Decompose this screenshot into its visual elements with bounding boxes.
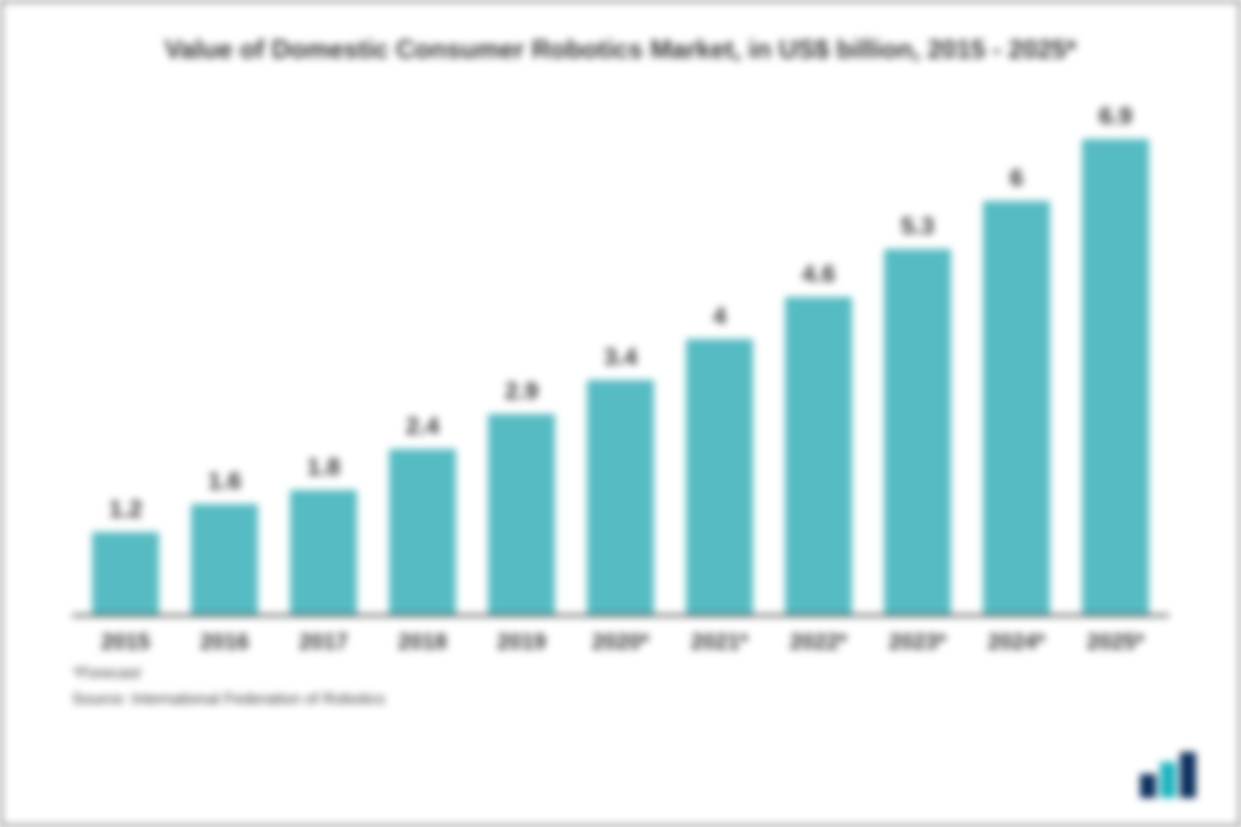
x-axis-label: 2024* — [973, 629, 1060, 655]
bar-group: 3.4 — [577, 97, 664, 614]
bar-group: 1.8 — [280, 97, 367, 614]
chart-container: Value of Domestic Consumer Robotics Mark… — [0, 0, 1241, 827]
bar — [686, 339, 754, 614]
bar-value-label: 1.8 — [307, 454, 340, 482]
bar-group: 6 — [973, 97, 1060, 614]
bar-group: 2.9 — [478, 97, 565, 614]
bar-value-label: 4 — [713, 303, 726, 331]
footnote-text: *Forecast — [72, 665, 1199, 683]
source-text: Source: International Federation of Robo… — [72, 691, 1199, 709]
bar — [1082, 139, 1150, 614]
bar-value-label: 2.9 — [505, 378, 538, 406]
x-axis-label: 2023* — [874, 629, 961, 655]
bar — [191, 504, 259, 614]
bar — [488, 414, 556, 614]
logo-bar-1 — [1140, 774, 1156, 798]
bar-group: 5.3 — [874, 97, 961, 614]
logo-bar-3 — [1180, 752, 1196, 798]
x-axis-label: 2019 — [478, 629, 565, 655]
x-axis: 2015 2016 2017 2018 2019 2020* 2021* 2022* 2023*… — [72, 629, 1169, 655]
bar-group: 1.6 — [181, 97, 268, 614]
bar-group: 1.2 — [82, 97, 169, 614]
bar — [785, 297, 853, 614]
bar-value-label: 3.4 — [604, 344, 637, 372]
bar — [587, 380, 655, 614]
bar-value-label: 5.3 — [901, 213, 934, 241]
bar-group: 6.9 — [1072, 97, 1159, 614]
bar — [983, 201, 1051, 614]
x-axis-label: 2021* — [676, 629, 763, 655]
bar-value-label: 6.9 — [1099, 103, 1132, 131]
bar-group: 4.6 — [775, 97, 862, 614]
x-axis-label: 2020* — [577, 629, 664, 655]
bar-group: 2.4 — [379, 97, 466, 614]
bar — [884, 249, 952, 614]
x-axis-label: 2016 — [181, 629, 268, 655]
bar-group: 4 — [676, 97, 763, 614]
bar — [290, 490, 358, 614]
x-axis-label: 2025* — [1072, 629, 1159, 655]
brand-logo-icon — [1136, 752, 1204, 800]
bar-value-label: 1.2 — [109, 496, 142, 524]
bar-value-label: 6 — [1010, 165, 1023, 193]
x-axis-label: 2018 — [379, 629, 466, 655]
x-axis-label: 2017 — [280, 629, 367, 655]
x-axis-label: 2022* — [775, 629, 862, 655]
chart-title: Value of Domestic Consumer Robotics Mark… — [42, 32, 1199, 67]
bar-value-label: 2.4 — [406, 413, 439, 441]
x-axis-label: 2015 — [82, 629, 169, 655]
logo-bar-2 — [1160, 762, 1176, 798]
bar-value-label: 1.6 — [208, 468, 241, 496]
bar — [389, 449, 457, 614]
bar-value-label: 4.6 — [802, 261, 835, 289]
bar — [92, 532, 160, 615]
plot-area: 1.2 1.6 1.8 2.4 2.9 3.4 4 4.6 5.3 6 6.9 — [72, 97, 1169, 617]
